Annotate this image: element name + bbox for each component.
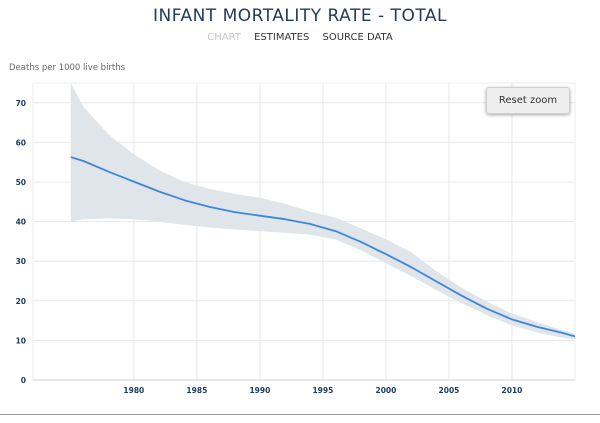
y-tick-label: 20 xyxy=(16,297,26,306)
x-tick-label: 1985 xyxy=(186,386,207,395)
y-tick-label: 30 xyxy=(16,257,26,266)
y-tick-label: 0 xyxy=(21,376,26,385)
chart-title: INFANT MORTALITY RATE - TOTAL xyxy=(153,6,447,26)
y-tick-label: 60 xyxy=(16,138,26,147)
x-tick-label: 1995 xyxy=(312,386,333,395)
tab-estimates[interactable]: ESTIMATES xyxy=(254,32,310,43)
y-tick-label: 10 xyxy=(16,336,26,345)
y-tick-label: 50 xyxy=(16,178,26,187)
bottom-divider xyxy=(0,414,600,415)
y-axis-label: Deaths per 1000 live births xyxy=(9,63,126,73)
x-tick-label: 2010 xyxy=(502,386,523,395)
x-tick-label: 2000 xyxy=(375,386,396,395)
reset-zoom-button[interactable]: Reset zoom xyxy=(486,87,570,114)
y-tick-label: 70 xyxy=(16,99,26,108)
tab-source-data[interactable]: SOURCE DATA xyxy=(322,32,393,43)
uncertainty-band xyxy=(70,83,575,340)
series-line xyxy=(70,156,575,338)
x-tick-label: 1990 xyxy=(249,386,270,395)
y-tick-label: 40 xyxy=(16,218,26,227)
x-tick-label: 2005 xyxy=(439,386,460,395)
view-tabs: CHART ESTIMATES SOURCE DATA xyxy=(0,32,600,43)
tab-chart[interactable]: CHART xyxy=(207,32,241,43)
x-tick-label: 1980 xyxy=(123,386,144,395)
